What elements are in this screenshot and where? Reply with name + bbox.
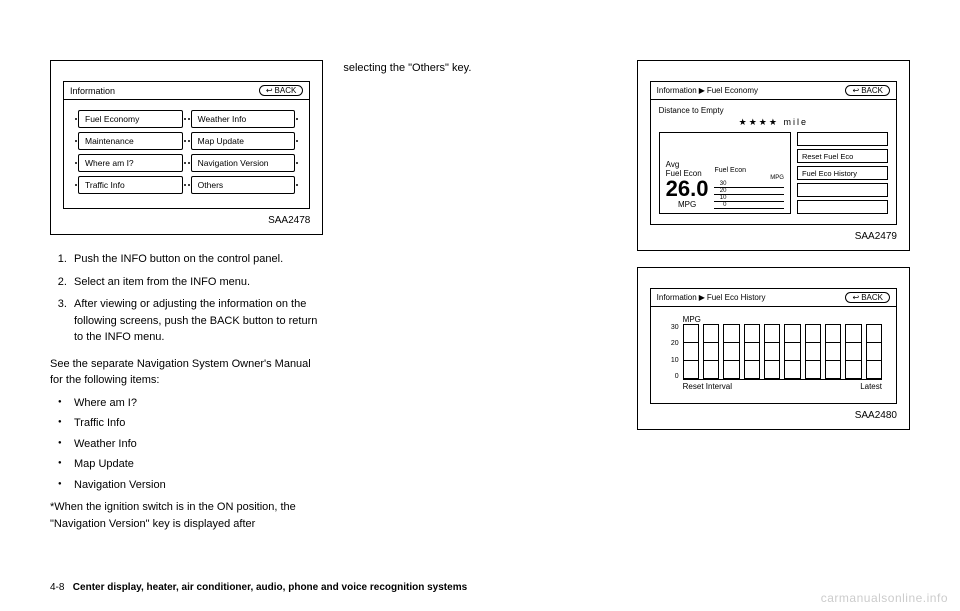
crumb-2: Fuel Eco History [707, 293, 766, 302]
mile-unit: mile [783, 117, 808, 127]
history-bar [866, 324, 882, 379]
menu-navigation-version[interactable]: Navigation Version [191, 154, 296, 172]
history-bar [825, 324, 841, 379]
xlabel-latest: Latest [860, 382, 882, 391]
back-label: BACK [861, 86, 883, 95]
option-blank-3 [797, 200, 888, 214]
history-bar [744, 324, 760, 379]
step-3: After viewing or adjusting the informati… [70, 296, 323, 346]
history-bar [784, 324, 800, 379]
tick-30: 30 [714, 181, 726, 187]
col2-continuation: selecting the "Others" key. [343, 60, 616, 77]
tick-20: 20 [714, 188, 726, 194]
figure-label: SAA2478 [63, 215, 310, 226]
screen-info-menu: Information BACK Fuel Economy Weather In… [63, 81, 310, 209]
bullet-where-am-i: Where am I? [64, 395, 323, 412]
instruction-text: Push the INFO button on the control pane… [50, 241, 323, 538]
crumb-1: Information [657, 86, 697, 95]
ytick-0: 0 [665, 373, 679, 380]
option-blank-1 [797, 132, 888, 146]
history-bar [703, 324, 719, 379]
crumb-1: Information [657, 293, 697, 302]
history-bar [764, 324, 780, 379]
screen-header: Information BACK [64, 82, 309, 100]
figure-label: SAA2480 [650, 410, 897, 421]
ytick-30: 30 [665, 324, 679, 331]
fuel-economy-body: Distance to Empty ★★★★ mile Avg Fuel Eco… [651, 100, 896, 224]
ytick-10: 10 [665, 357, 679, 364]
step-1: Push the INFO button on the control pane… [70, 251, 323, 268]
avg-fuel-econ-panel: Avg Fuel Econ 26.0 MPG Fuel Econ MPG 30 … [659, 132, 791, 214]
stars-icon: ★★★★ [739, 117, 779, 127]
tick-10: 10 [714, 195, 726, 201]
option-fuel-eco-history[interactable]: Fuel Eco History [797, 166, 888, 180]
history-body: MPG 30 20 10 0 [651, 307, 896, 403]
menu-traffic-info[interactable]: Traffic Info [78, 176, 183, 194]
bullet-weather-info: Weather Info [64, 436, 323, 453]
menu-fuel-economy[interactable]: Fuel Economy [78, 110, 183, 128]
figure-label: SAA2479 [650, 231, 897, 242]
page-footer: 4-8 Center display, heater, air conditio… [50, 582, 467, 593]
breadcrumb: Information▶Fuel Economy [657, 86, 758, 95]
tick-0: 0 [714, 202, 726, 208]
page-number: 4-8 [50, 582, 64, 593]
section-title: Center display, heater, air conditioner,… [73, 582, 467, 593]
mpg-unit: MPG [666, 200, 709, 209]
avg-value: 26.0 [666, 178, 709, 200]
x-axis-labels: Reset Interval Latest [683, 382, 882, 391]
info-menu-grid: Fuel Economy Weather Info Maintenance Ma… [64, 100, 309, 208]
header-title: Information [70, 86, 115, 96]
history-chart: 30 20 10 0 [665, 324, 882, 380]
xlabel-reset-interval: Reset Interval [683, 382, 732, 391]
back-button[interactable]: BACK [845, 292, 890, 303]
bars-title: Fuel Econ [714, 167, 783, 174]
bullet-navigation-version: Navigation Version [64, 477, 323, 494]
figure-info-menu: Information BACK Fuel Economy Weather In… [50, 60, 323, 235]
screen-header-fe: Information▶Fuel Economy BACK [651, 82, 896, 100]
screen-fuel-economy: Information▶Fuel Economy BACK Distance t… [650, 81, 897, 225]
screen-fuel-eco-history: Information▶Fuel Eco History BACK MPG 30… [650, 288, 897, 404]
ytick-20: 20 [665, 340, 679, 347]
dte-label: Distance to Empty [659, 106, 888, 115]
history-bars [683, 324, 882, 380]
step-2: Select an item from the INFO menu. [70, 274, 323, 291]
history-bar [683, 324, 699, 379]
figure-fuel-economy: Information▶Fuel Economy BACK Distance t… [637, 60, 910, 251]
menu-others[interactable]: Others [191, 176, 296, 194]
y-axis-ticks: 30 20 10 0 [665, 324, 679, 380]
history-bar [805, 324, 821, 379]
crumb-2: Fuel Economy [707, 86, 758, 95]
dte-value: ★★★★ mile [659, 117, 888, 128]
menu-map-update[interactable]: Map Update [191, 132, 296, 150]
fuel-econ-bars: Fuel Econ MPG 30 20 10 0 [714, 167, 783, 209]
back-label: BACK [275, 86, 297, 95]
bullet-traffic-info: Traffic Info [64, 415, 323, 432]
back-button[interactable]: BACK [259, 85, 304, 96]
ignition-note: *When the ignition switch is in the ON p… [50, 499, 323, 532]
menu-maintenance[interactable]: Maintenance [78, 132, 183, 150]
see-manual-text: See the separate Navigation System Owner… [50, 356, 323, 389]
menu-weather-info[interactable]: Weather Info [191, 110, 296, 128]
menu-where-am-i[interactable]: Where am I? [78, 154, 183, 172]
back-button[interactable]: BACK [845, 85, 890, 96]
y-axis-label: MPG [683, 315, 882, 324]
watermark: carmanualsonline.info [821, 591, 948, 605]
option-blank-2 [797, 183, 888, 197]
fuel-econ-options: Reset Fuel Eco Fuel Eco History [797, 132, 888, 214]
back-label: BACK [861, 293, 883, 302]
screen-header-hist: Information▶Fuel Eco History BACK [651, 289, 896, 307]
figure-fuel-eco-history: Information▶Fuel Eco History BACK MPG 30… [637, 267, 910, 430]
option-reset-fuel-eco[interactable]: Reset Fuel Eco [797, 149, 888, 163]
history-bar [723, 324, 739, 379]
bullet-map-update: Map Update [64, 456, 323, 473]
history-bar [845, 324, 861, 379]
breadcrumb: Information▶Fuel Eco History [657, 293, 766, 302]
